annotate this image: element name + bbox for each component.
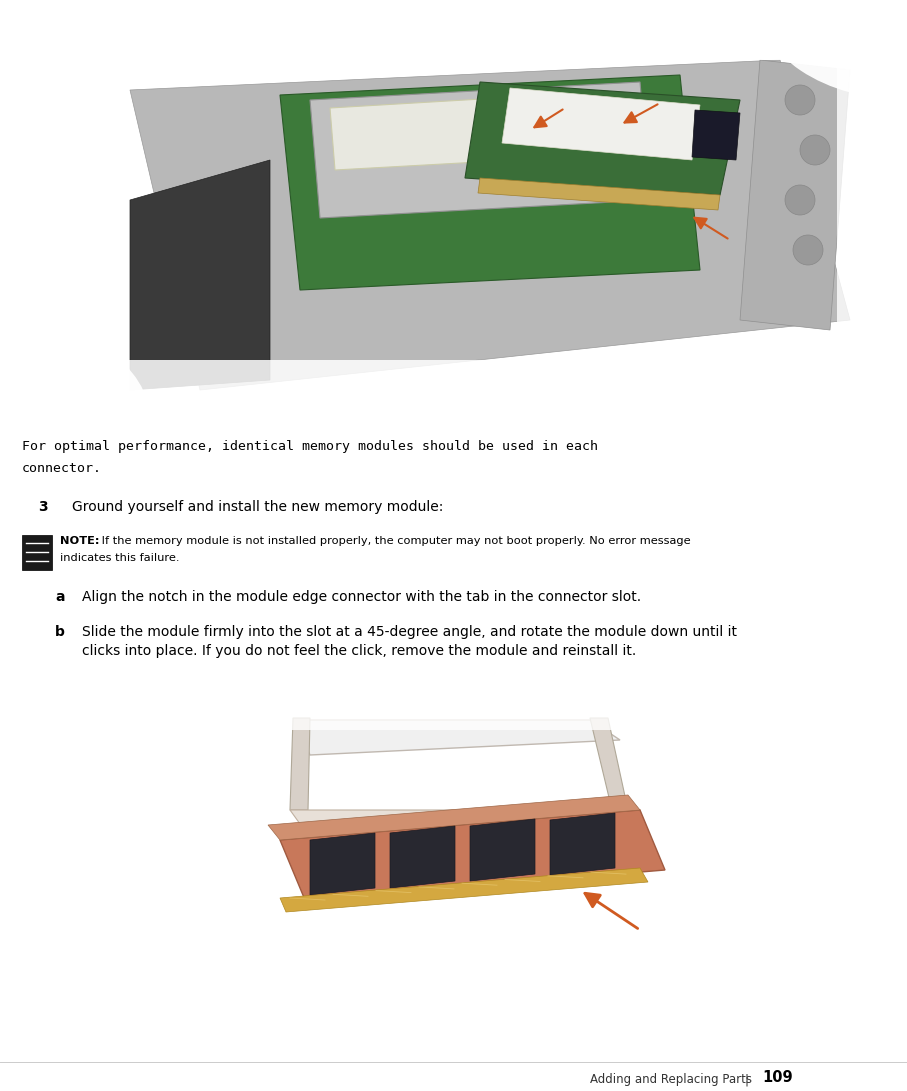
Polygon shape [280, 868, 648, 912]
Text: 3: 3 [38, 500, 48, 514]
Polygon shape [390, 826, 455, 888]
Polygon shape [295, 720, 620, 755]
Polygon shape [268, 795, 640, 840]
Ellipse shape [757, 0, 907, 100]
Text: clicks into place. If you do not feel the click, remove the module and reinstall: clicks into place. If you do not feel th… [82, 644, 636, 658]
Circle shape [793, 235, 823, 265]
Polygon shape [478, 178, 720, 209]
Polygon shape [310, 834, 375, 895]
Ellipse shape [0, 320, 150, 520]
Text: Adding and Replacing Parts: Adding and Replacing Parts [590, 1074, 752, 1086]
Text: Ground yourself and install the new memory module:: Ground yourself and install the new memo… [72, 500, 444, 514]
Polygon shape [0, 0, 907, 60]
Polygon shape [310, 82, 650, 218]
Text: For optimal performance, identical memory modules should be used in each: For optimal performance, identical memor… [22, 440, 598, 453]
Polygon shape [330, 92, 605, 170]
Text: b: b [55, 625, 65, 639]
Circle shape [785, 185, 815, 215]
Polygon shape [290, 810, 635, 835]
Polygon shape [590, 718, 628, 810]
Ellipse shape [0, 0, 150, 100]
Polygon shape [837, 0, 907, 420]
Polygon shape [470, 819, 535, 882]
Text: connector.: connector. [22, 461, 102, 475]
Polygon shape [0, 360, 907, 420]
Polygon shape [280, 810, 665, 900]
Circle shape [785, 85, 815, 115]
Polygon shape [502, 88, 700, 160]
Text: a: a [55, 590, 64, 604]
Polygon shape [692, 110, 740, 160]
Text: |: | [745, 1074, 749, 1086]
Circle shape [800, 135, 830, 165]
Polygon shape [130, 60, 850, 389]
Polygon shape [130, 160, 270, 389]
Polygon shape [290, 718, 310, 810]
Text: Slide the module firmly into the slot at a 45-degree angle, and rotate the modul: Slide the module firmly into the slot at… [82, 625, 737, 639]
Text: If the memory module is not installed properly, the computer may not boot proper: If the memory module is not installed pr… [98, 536, 690, 546]
Polygon shape [550, 813, 615, 875]
Text: NOTE:: NOTE: [60, 536, 100, 546]
FancyBboxPatch shape [22, 535, 52, 570]
Text: Align the notch in the module edge connector with the tab in the connector slot.: Align the notch in the module edge conne… [82, 590, 641, 604]
Polygon shape [0, 0, 80, 420]
Text: 109: 109 [762, 1070, 793, 1086]
Polygon shape [465, 82, 740, 195]
Polygon shape [280, 75, 700, 290]
Polygon shape [740, 60, 850, 329]
Polygon shape [200, 700, 700, 730]
Ellipse shape [757, 320, 907, 520]
Text: indicates this failure.: indicates this failure. [60, 553, 180, 563]
